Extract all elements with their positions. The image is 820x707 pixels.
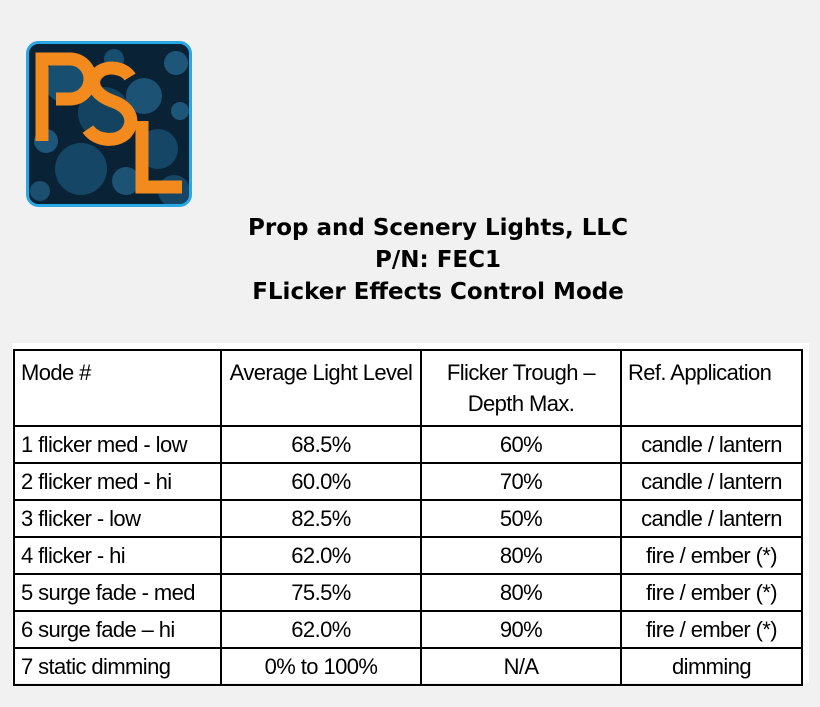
- application-cell: fire / ember (*): [620, 536, 803, 575]
- table-row: 7 static dimming 0% to 100% N/A dimming: [13, 647, 803, 686]
- column-header-flicker-trough-text: Flicker Trough – Depth Max.: [446, 360, 596, 416]
- mode-cell: 3 flicker - low: [13, 499, 222, 538]
- mode-cell: 2 flicker med - hi: [13, 462, 222, 501]
- level-cell: 0% to 100%: [220, 647, 422, 686]
- mode-cell: 6 surge fade – hi: [13, 610, 222, 649]
- table-container: Mode # Average Light Level Flicker Troug…: [12, 343, 809, 686]
- mode-cell: 1 flicker med - low: [13, 425, 222, 464]
- table-header-row: Mode # Average Light Level Flicker Troug…: [13, 349, 803, 427]
- table-row: 4 flicker - hi 62.0% 80% fire / ember (*…: [13, 536, 803, 575]
- table-row: 3 flicker - low 82.5% 50% candle / lante…: [13, 499, 803, 538]
- column-header-average-light-level: Average Light Level: [220, 349, 422, 427]
- column-header-flicker-trough: Flicker Trough – Depth Max.: [420, 349, 622, 427]
- trough-cell: N/A: [420, 647, 622, 686]
- column-header-application: Ref. Application: [620, 349, 803, 427]
- mode-cell: 7 static dimming: [13, 647, 222, 686]
- application-cell: candle / lantern: [620, 462, 803, 501]
- level-cell: 82.5%: [220, 499, 422, 538]
- table-row: 6 surge fade – hi 62.0% 90% fire / ember…: [13, 610, 803, 649]
- application-cell: fire / ember (*): [620, 610, 803, 649]
- table-row: 1 flicker med - low 68.5% 60% candle / l…: [13, 425, 803, 464]
- flicker-modes-table: Mode # Average Light Level Flicker Troug…: [13, 349, 803, 686]
- trough-cell: 70%: [420, 462, 622, 501]
- level-cell: 62.0%: [220, 610, 422, 649]
- application-cell: fire / ember (*): [620, 573, 803, 612]
- column-header-mode: Mode #: [13, 349, 222, 427]
- psl-logo: [26, 41, 192, 207]
- level-cell: 62.0%: [220, 536, 422, 575]
- application-cell: dimming: [620, 647, 803, 686]
- trough-cell: 50%: [420, 499, 622, 538]
- trough-cell: 60%: [420, 425, 622, 464]
- trough-cell: 80%: [420, 573, 622, 612]
- company-name: Prop and Scenery Lights, LLC: [248, 215, 628, 241]
- mode-cell: 5 surge fade - med: [13, 573, 222, 612]
- application-cell: candle / lantern: [620, 425, 803, 464]
- mode-cell: 4 flicker - hi: [13, 536, 222, 575]
- table-row: 5 surge fade - med 75.5% 80% fire / embe…: [13, 573, 803, 612]
- application-cell: candle / lantern: [620, 499, 803, 538]
- level-cell: 68.5%: [220, 425, 422, 464]
- trough-cell: 80%: [420, 536, 622, 575]
- level-cell: 75.5%: [220, 573, 422, 612]
- part-number: P/N: FEC1: [374, 247, 502, 273]
- level-cell: 60.0%: [220, 462, 422, 501]
- header: Prop and Scenery Lights, LLC P/N: FEC1 F…: [0, 212, 820, 308]
- table-row: 2 flicker med - hi 60.0% 70% candle / la…: [13, 462, 803, 501]
- psl-logo-graphic: [26, 41, 192, 207]
- trough-cell: 90%: [420, 610, 622, 649]
- document-title: FLicker Effects Control Mode: [252, 279, 624, 305]
